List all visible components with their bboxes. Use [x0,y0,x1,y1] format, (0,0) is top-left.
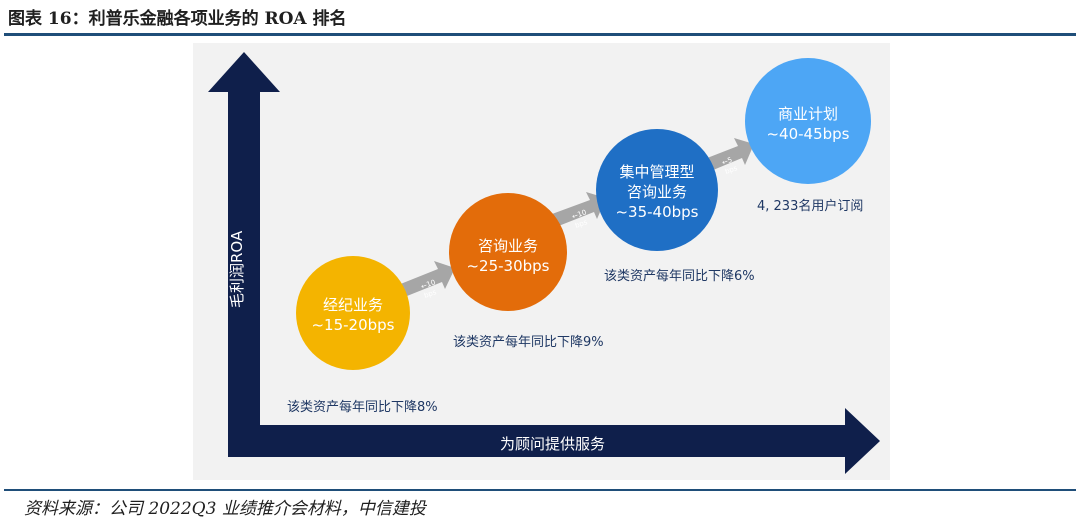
stage-1-name: 经纪业务 [322,296,383,314]
stage-4-note: 4, 233名用户订阅 [757,199,864,214]
stage-2-roa: ~25-30bps [466,257,550,275]
gap-arrow-3-value: ←5 [721,156,733,167]
stage-2-text: 咨询业务 ~25-30bps [449,236,567,276]
gap-arrow-3-unit: bps [724,164,739,176]
x-axis-label: 为顾问提供服务 [500,435,606,453]
stage-2-note: 该类资产每年同比下降9% [453,335,604,350]
stage-3-name-line1: 集中管理型 [619,163,695,181]
stage-3-text: 集中管理型 咨询业务 ~35-40bps [596,162,718,222]
stage-4-text: 商业计划 ~40-45bps [745,104,871,144]
stage-1-roa: ~15-20bps [311,316,395,334]
source-note: 资料来源：公司 2022Q3 业绩推介会材料，中信建投 [24,499,426,519]
gap-arrow-1-unit: bps [423,288,438,300]
x-axis-arrow [228,408,880,474]
stage-circle-2 [449,193,567,311]
stage-3-name-line2: 咨询业务 [626,183,687,201]
gap-arrow-2-unit: bps [574,218,589,230]
stage-circle-3 [596,129,718,251]
stage-3-note: 该类资产每年同比下降6% [604,269,755,284]
gap-arrow-3: ←5 bps [702,138,754,176]
stage-4-name: 商业计划 [777,105,838,123]
figure-title: 图表 16：利普乐金融各项业务的 ROA 排名 [8,9,347,29]
y-axis-label: 毛利润ROA [226,231,247,308]
stage-1-text: 经纪业务 ~15-20bps [296,295,410,335]
stage-4-roa: ~40-45bps [766,125,850,143]
bottom-rule [4,489,1076,491]
stage-1-note: 该类资产每年同比下降8% [287,400,438,415]
y-axis-arrow [208,52,280,425]
stage-circle-4 [745,58,871,184]
stage-3-roa: ~35-40bps [615,203,699,221]
top-rule [4,33,1076,36]
stage-2-name: 咨询业务 [477,237,538,255]
stage-circle-1 [296,256,410,370]
